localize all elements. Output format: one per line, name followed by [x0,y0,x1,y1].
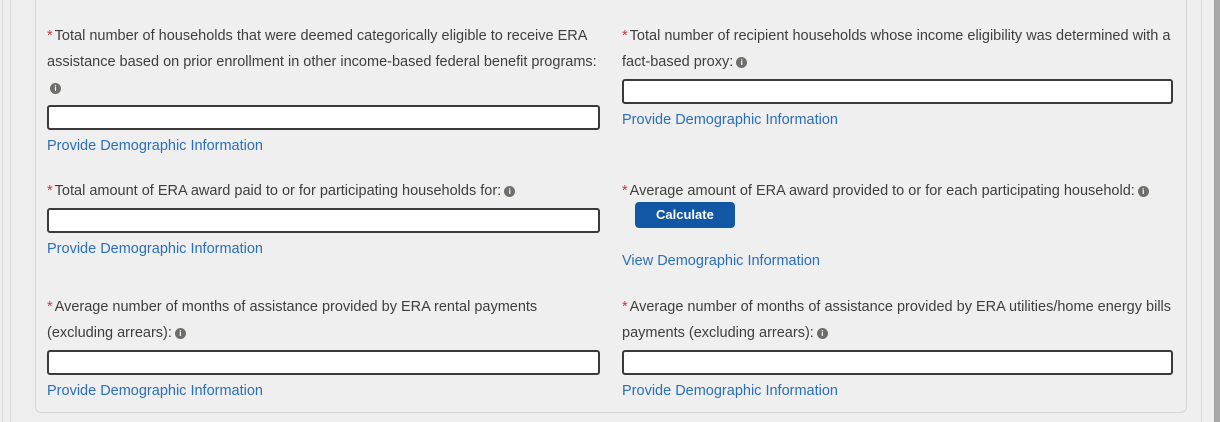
avg-months-era-rental-payments-input[interactable] [47,350,600,376]
info-icon[interactable]: i [174,328,186,340]
field-label-text: Total number of recipient households who… [622,28,1171,70]
info-icon[interactable]: i [504,186,516,197]
field-label: * Average number of months of assistance … [622,294,1173,346]
field-label: * Average number of months of assistance … [47,294,547,346]
form-section-panel: * Total number of households that were de… [35,0,1187,413]
provide-demographic-information-link[interactable]: Provide Demographic Information [47,241,263,257]
provide-demographic-information-link[interactable]: Provide Demographic Information [47,138,263,154]
provide-demographic-information-link[interactable]: Provide Demographic Information [622,383,838,400]
field-label-text: Total amount of ERA award paid to or for… [54,183,502,199]
view-demographic-information-link[interactable]: View Demographic Information [622,253,820,270]
form-fields-grid: * Total number of households that were de… [36,0,1186,400]
total-households-categorically-eligible-input[interactable] [47,105,600,130]
field-label: * Average amount of ERA award provided to… [622,178,1173,230]
info-icon[interactable]: i [1137,186,1149,197]
required-asterisk: * [47,183,53,199]
field-label-text: Average number of months of assistance p… [47,299,538,342]
outer-container-border-left-1 [2,0,3,422]
field-label-text: Average number of months of assistance p… [622,299,1172,342]
outer-container-border-left-2 [10,0,11,422]
calculate-button[interactable]: Calculate [635,202,735,229]
field-label: * Total number of households that were de… [47,23,600,101]
total-amount-era-award-paid-input[interactable] [47,208,600,233]
field-label: * Total amount of ERA award paid to or fo… [47,178,600,204]
field-total-recipient-households-fact-based-proxy: * Total number of recipient households wh… [622,23,1173,155]
vertical-scrollbar[interactable] [1214,0,1220,422]
field-avg-months-era-rental-payments: * Average number of months of assistance … [47,294,600,400]
info-icon[interactable]: i [50,83,61,94]
provide-demographic-information-link[interactable]: Provide Demographic Information [47,383,263,400]
field-label: * Total number of recipient households wh… [622,23,1173,75]
required-asterisk: * [622,299,628,316]
required-asterisk: * [47,28,53,44]
info-icon[interactable]: i [736,57,748,68]
avg-months-era-utilities-payments-input[interactable] [622,350,1173,376]
required-asterisk: * [622,183,628,199]
required-asterisk: * [622,28,628,44]
required-asterisk: * [47,299,53,316]
provide-demographic-information-link[interactable]: Provide Demographic Information [622,112,838,128]
field-label-text: Average amount of ERA award provided to … [629,183,1135,199]
field-total-households-categorically-eligible: * Total number of households that were de… [47,23,600,155]
field-average-amount-era-award: * Average amount of ERA award provided to… [622,178,1173,270]
field-label-text: Total number of households that were dee… [47,28,597,70]
field-total-amount-era-award-paid: * Total amount of ERA award paid to or fo… [47,178,600,270]
outer-container-border-right [1201,0,1202,422]
total-recipient-households-fact-based-proxy-input[interactable] [622,79,1173,104]
info-icon[interactable]: i [816,328,828,340]
field-avg-months-era-utilities-payments: * Average number of months of assistance … [622,294,1173,400]
